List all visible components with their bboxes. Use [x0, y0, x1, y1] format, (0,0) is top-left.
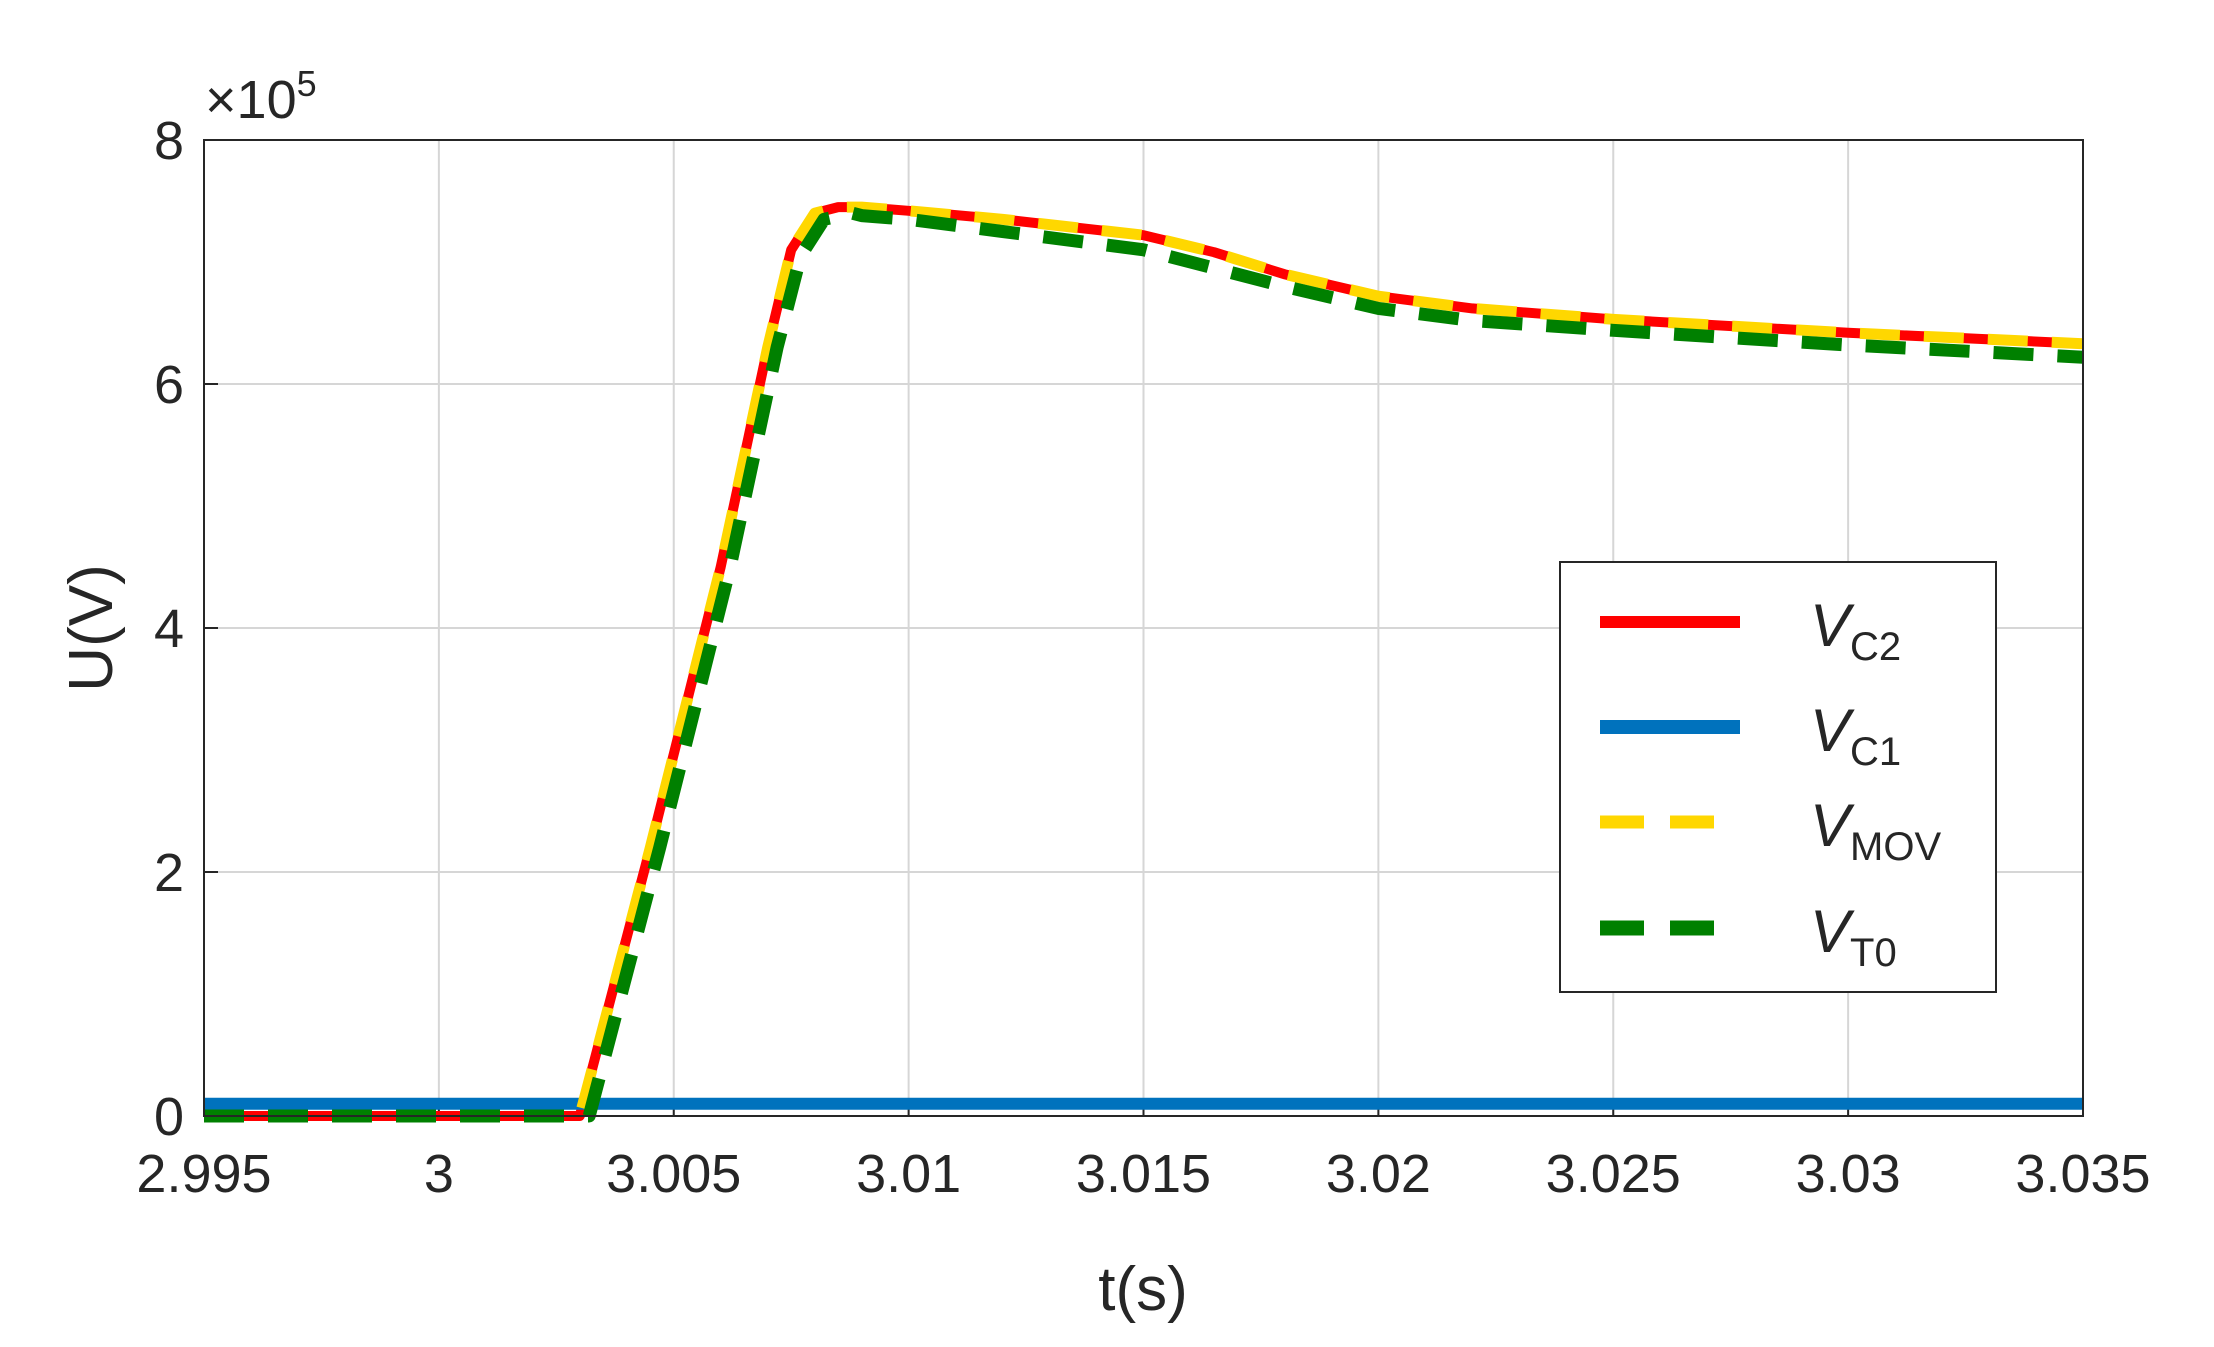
legend-label-c1: VC1 — [1810, 697, 1901, 774]
x-axis-label: t(s) — [1098, 1255, 1188, 1324]
legend-box — [1559, 561, 1997, 993]
legend-label-c2: VC2 — [1810, 592, 1901, 669]
plot-frame — [203, 139, 2084, 1117]
y-tick-label: 2 — [154, 843, 184, 903]
y-tick-label: 4 — [154, 599, 184, 659]
series-line-t0 — [204, 206, 2084, 1123]
y-multiplier: ×105 — [205, 63, 317, 130]
x-tick-label: 3.005 — [606, 1144, 741, 1204]
legend: VC2 VC1 VMOV VT0 — [1559, 561, 1997, 993]
y-tick-label: 0 — [154, 1087, 184, 1147]
x-tick-label: 2.995 — [136, 1144, 271, 1204]
legend-label-t0: VT0 — [1810, 898, 1897, 975]
legend-label-mov: VMOV — [1810, 792, 1941, 869]
y-tick-label: 8 — [154, 111, 184, 171]
x-tick-label: 3.015 — [1076, 1144, 1211, 1204]
series-lines — [204, 201, 2084, 1123]
series-line-mov — [204, 201, 2084, 1122]
x-tick-label: 3.03 — [1796, 1144, 1901, 1204]
x-tick-label: 3.035 — [2015, 1144, 2150, 1204]
x-tick-label: 3.02 — [1326, 1144, 1431, 1204]
tick-labels: 2.995 3 3.005 3.01 3.015 3.02 3.025 3.03 3.035 0 2… — [136, 111, 2150, 1204]
x-tick-label: 3.025 — [1546, 1144, 1681, 1204]
x-tick-label: 3 — [424, 1144, 454, 1204]
y-multiplier-exponent: 5 — [297, 63, 317, 104]
y-tick-label: 6 — [154, 355, 184, 415]
x-tick-label: 3.01 — [856, 1144, 961, 1204]
y-multiplier-base: ×10 — [205, 70, 297, 130]
y-axis-label: U(V) — [57, 564, 126, 691]
